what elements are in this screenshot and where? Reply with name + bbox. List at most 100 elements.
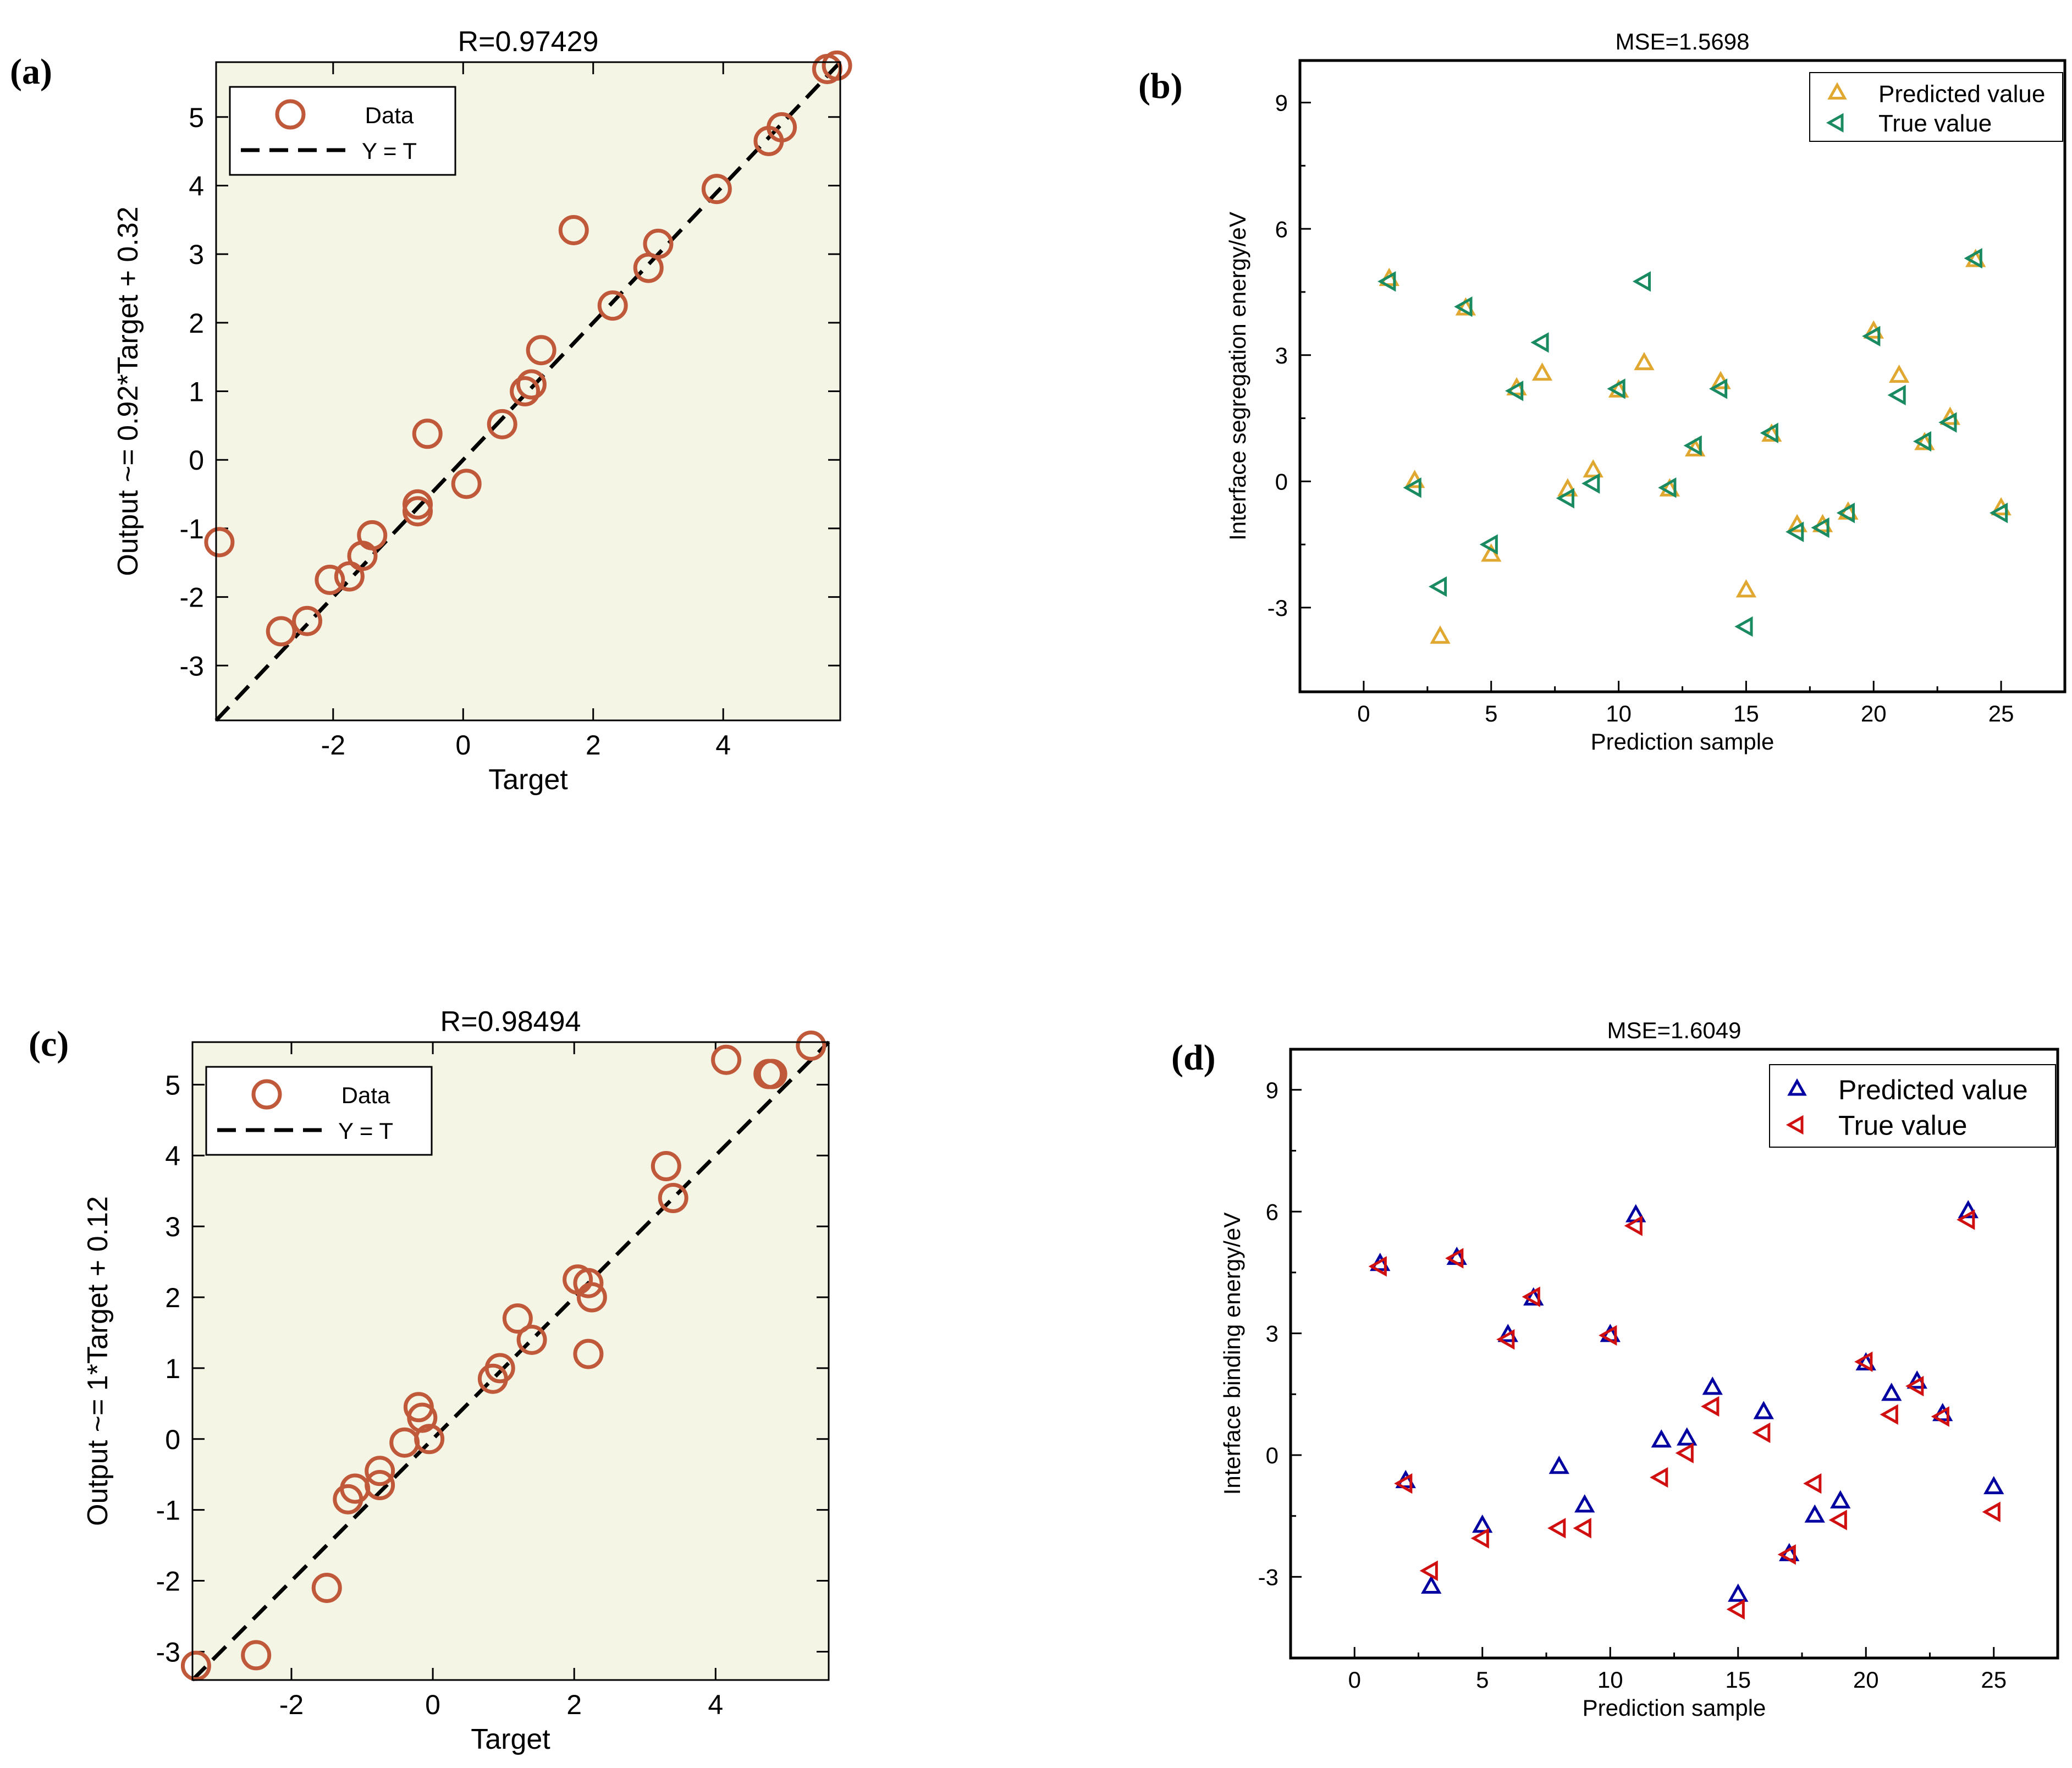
data-layer <box>204 50 852 722</box>
panel-d: (d) MSE=1.6049 0 5 10 15 20 25 -3 0 3 6 9 Prediction … <box>1171 1017 2059 1721</box>
true-point <box>1726 1599 1745 1620</box>
data-point <box>487 409 517 439</box>
legend: Data Y = T <box>205 1066 433 1156</box>
panel-label: (b) <box>1138 66 1183 106</box>
true-point <box>1454 296 1473 317</box>
y-tick-label: -1 <box>180 514 204 544</box>
data-point <box>510 376 541 406</box>
true-point <box>1786 521 1804 542</box>
predicted-point <box>1728 1583 1749 1602</box>
panel-label: (c) <box>29 1024 69 1064</box>
data-point <box>241 1640 272 1671</box>
legend-box <box>229 86 456 176</box>
y-tick-label: 5 <box>189 102 204 133</box>
data-point <box>573 1339 604 1369</box>
legend-label-data: Data <box>365 102 414 128</box>
true-point <box>1479 534 1498 555</box>
true-point <box>1938 412 1957 433</box>
panel-c: (c) R=0.98494 -2 0 2 4 -3 -2 -1 0 1 2 3 4 5 Target Outpu… <box>29 1006 830 1755</box>
legend-marker-data <box>275 99 306 130</box>
true-point <box>1650 1467 1668 1488</box>
plot-frame <box>1298 59 2067 693</box>
x-tick-label: 20 <box>1853 1667 1879 1693</box>
predicted-point <box>1677 1427 1698 1446</box>
x-tick-label: 10 <box>1597 1667 1623 1693</box>
x-axis-label: Target <box>488 764 568 796</box>
legend: Data Y = T <box>229 86 456 176</box>
x-tick-label: 4 <box>715 730 731 761</box>
data-point <box>658 1183 688 1214</box>
panel-label: (a) <box>10 52 52 92</box>
y-tick-label: 1 <box>189 377 204 407</box>
true-point <box>1599 1325 1617 1346</box>
y-tick-label: -3 <box>1268 595 1288 621</box>
data-point <box>757 1059 787 1089</box>
y-tick-label: 0 <box>165 1424 180 1455</box>
legend: Predicted value True value <box>1769 1064 2056 1148</box>
y-tick-label: 2 <box>189 308 204 339</box>
chart-title: R=0.98494 <box>440 1006 581 1038</box>
data-point <box>484 1353 515 1384</box>
y-tick-label: 3 <box>189 239 204 270</box>
y-axis-label: Output ~= 1*Target + 0.12 <box>82 1196 114 1526</box>
predicted-point <box>1830 1490 1851 1508</box>
predicted-point <box>1549 1456 1569 1474</box>
legend-marker-predicted <box>1787 1078 1807 1096</box>
y-tick-label: 9 <box>1266 1077 1279 1103</box>
y-tick-label: 9 <box>1275 90 1288 116</box>
legend-box <box>205 1066 433 1156</box>
data-point <box>711 1044 742 1075</box>
data-point <box>414 1424 445 1455</box>
true-point <box>1368 1256 1387 1277</box>
true-point <box>1887 384 1906 406</box>
true-point <box>1581 473 1600 494</box>
true-point <box>1556 488 1574 509</box>
legend-label-true: True value <box>1838 1110 1967 1141</box>
chart-title: MSE=1.6049 <box>1607 1017 1741 1043</box>
x-tick-label: 5 <box>1485 701 1497 726</box>
predicted-point <box>1881 1383 1902 1401</box>
chart-title: R=0.97429 <box>458 26 599 58</box>
true-point <box>1394 1473 1413 1494</box>
x-tick-label: 0 <box>425 1689 440 1720</box>
data-point <box>573 1268 604 1298</box>
true-point <box>1905 1375 1924 1397</box>
true-point <box>1428 576 1447 597</box>
true-point <box>1957 1209 1975 1230</box>
true-point <box>1931 1406 1949 1427</box>
panel-label: (d) <box>1171 1038 1216 1078</box>
y-tick-label: 2 <box>165 1282 180 1313</box>
true-point <box>1675 1442 1694 1463</box>
y-tick-label: -1 <box>156 1495 180 1526</box>
true-point <box>1522 1286 1540 1307</box>
x-tick-label: 2 <box>586 730 601 761</box>
panel-b: (b) MSE=1.5698 0 5 10 15 20 25 -3 0 3 6 9 Prediction … <box>1138 29 2067 754</box>
data-point <box>311 1572 342 1603</box>
true-point <box>1734 616 1753 637</box>
true-point <box>1982 1501 2001 1522</box>
predicted-point <box>1804 1504 1825 1523</box>
predicted-point <box>1983 1475 2004 1495</box>
true-point <box>1964 248 1982 269</box>
data-point <box>407 1402 438 1433</box>
data-point <box>365 1456 395 1486</box>
true-point <box>1470 1528 1489 1549</box>
y-tick-label: 3 <box>165 1211 180 1242</box>
true-point <box>1377 271 1396 292</box>
x-axis-label: Prediction sample <box>1583 1695 1766 1721</box>
data-point <box>365 1470 395 1501</box>
legend-box <box>1809 72 2063 142</box>
x-tick-label: 25 <box>1988 701 2014 726</box>
data-layer <box>1368 1200 2004 1620</box>
predicted-point <box>1583 459 1603 478</box>
legend-marker-true <box>1826 113 1844 133</box>
data-point <box>315 564 345 595</box>
predicted-point <box>1634 351 1655 371</box>
true-point <box>1505 381 1524 401</box>
predicted-point <box>1753 1401 1774 1419</box>
data-point <box>796 1030 826 1061</box>
data-point <box>403 489 433 520</box>
y-tick-label: 6 <box>1266 1199 1279 1225</box>
x-tick-label: 10 <box>1606 701 1632 726</box>
chart-title: MSE=1.5698 <box>1615 29 1749 54</box>
